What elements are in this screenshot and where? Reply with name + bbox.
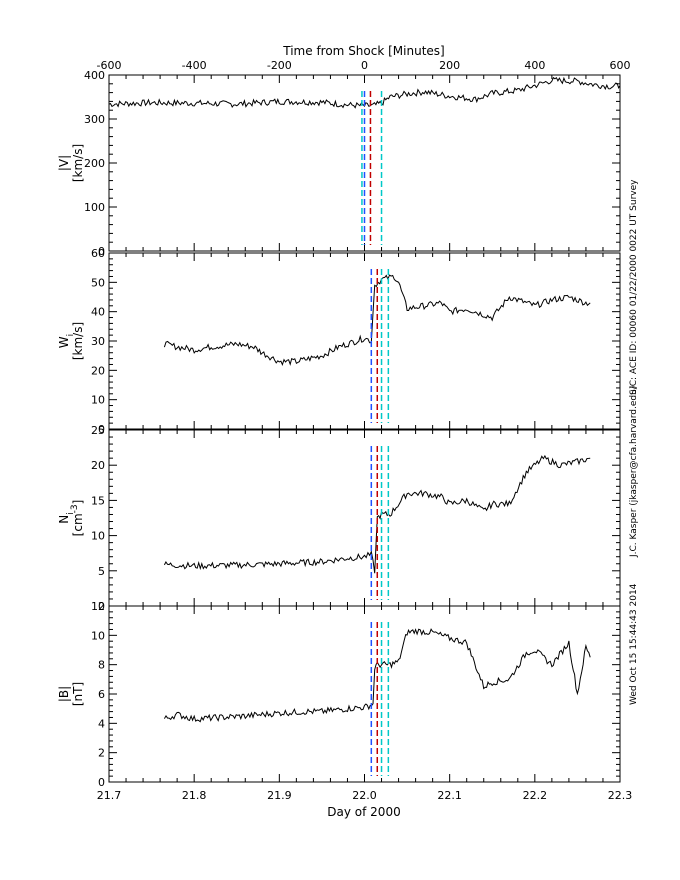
- bottom-axis-tick-label: 21.9: [267, 789, 292, 802]
- panel-1: 0 100 200 300 400 |V| [km/s]: [57, 69, 621, 258]
- y-axis-title-symbol: N: [57, 515, 71, 524]
- y-axis-title-symbol: |V|: [57, 155, 71, 171]
- y-axis-title-symbol: W: [57, 336, 71, 348]
- y-tick-label: 100: [84, 201, 105, 214]
- data-trace: [163, 274, 591, 366]
- y-tick-label: 60: [91, 247, 105, 260]
- y-axis-title-2: Wi[km/s]: [57, 322, 85, 360]
- y-tick-label: 0: [98, 245, 105, 258]
- y-axis-title-line2: [km/s]: [71, 144, 85, 182]
- y-tick-label: 10: [91, 629, 105, 642]
- y-tick-label: 15: [91, 494, 105, 507]
- y-axis-title-symbol: |B|: [57, 686, 71, 702]
- y-axis-title-units: [km/s]: [71, 322, 85, 360]
- data-trace: [163, 454, 591, 574]
- y-axis-title-line2: [km/s]: [71, 322, 85, 360]
- credit-spacecraft: S/C: ACE ID: 00060 01/22/2000 0022 UT Su…: [629, 179, 639, 395]
- y-axis-title-units: [km/s]: [71, 144, 85, 182]
- top-axis-tick-label: 200: [439, 59, 460, 72]
- y-tick-label: 0: [98, 776, 105, 789]
- credits-group: Wed Oct 15 15:44:43 2014 J.C. Kasper (jk…: [629, 179, 639, 705]
- y-axis-title-units: [nT]: [71, 682, 85, 706]
- y-tick-label: 4: [98, 717, 105, 730]
- y-axis-title-line2: [cm-3]: [70, 500, 85, 537]
- y-tick-label: 6: [98, 688, 105, 701]
- y-axis-title-4: |B| [nT]: [57, 682, 85, 706]
- y-tick-label: 50: [91, 276, 105, 289]
- y-axis-title-line1: Ni: [57, 512, 76, 524]
- top-axis-tick-label: 600: [610, 59, 631, 72]
- credit-timestamp: Wed Oct 15 15:44:43 2014: [629, 583, 639, 705]
- y-tick-label: 20: [91, 459, 105, 472]
- top-axis-tick-label: 400: [524, 59, 545, 72]
- credit-author: J.C. Kasper (jkasper@cfa.harvard.edu): [629, 386, 639, 558]
- y-tick-label: 30: [91, 335, 105, 348]
- y-axis-title-units: [cm: [71, 513, 85, 536]
- top-axis-tick-label: 0: [361, 59, 368, 72]
- y-axis-title-subscript: i: [66, 334, 76, 337]
- y-axis-title-subscript: i: [66, 512, 76, 515]
- y-axis-title-line1: |V|: [57, 155, 71, 171]
- panel-4: 0 2 4 6 8 10 12 |B| [nT]: [57, 600, 621, 789]
- y-tick-label: 200: [84, 157, 105, 170]
- bottom-axis-tick-label: 22.2: [523, 789, 548, 802]
- y-tick-label: 10: [91, 530, 105, 543]
- y-axis-title-line2: [nT]: [71, 682, 85, 706]
- bottom-axis-tick-label: 22.3: [608, 789, 633, 802]
- bottom-axis-tick-label: 21.7: [97, 789, 122, 802]
- y-tick-label: 8: [98, 659, 105, 672]
- y-tick-label: 5: [98, 565, 105, 578]
- y-tick-label: 0: [98, 600, 105, 613]
- panel-frame: [108, 252, 621, 430]
- bottom-axis-tick-label: 22.0: [352, 789, 377, 802]
- y-tick-label: 25: [91, 424, 105, 437]
- y-axis-title-1: |V| [km/s]: [57, 144, 85, 182]
- y-tick-label: 20: [91, 364, 105, 377]
- y-tick-label: 2: [98, 747, 105, 760]
- y-tick-label: 10: [91, 394, 105, 407]
- bottom-axis-tick-label: 21.8: [182, 789, 207, 802]
- y-tick-label: 400: [84, 69, 105, 82]
- top-axis-tick-label: -400: [182, 59, 207, 72]
- y-axis-title-3: Ni[cm-3]: [57, 500, 85, 537]
- top-axis-title: Time from Shock [Minutes]: [282, 44, 444, 58]
- panel-frame: [108, 429, 621, 607]
- bottom-axis-tick-label: 22.1: [437, 789, 462, 802]
- y-tick-label: 300: [84, 113, 105, 126]
- panel-2: 0 10 20 30 40 50 60 Wi[km/s]: [57, 247, 621, 436]
- y-axis-title-close: ]: [71, 500, 85, 505]
- y-tick-label: 0: [98, 423, 105, 436]
- panel-frame: [108, 605, 621, 783]
- y-axis-title-line1: Wi: [57, 334, 76, 348]
- y-tick-label: 40: [91, 306, 105, 319]
- y-axis-title-line1: |B|: [57, 686, 71, 702]
- bottom-axis-title: Day of 2000: [327, 805, 400, 819]
- y-axis-title-superscript: -3: [70, 504, 80, 513]
- top-axis-tick-label: -200: [267, 59, 292, 72]
- top-axis-tick-label: -600: [97, 59, 122, 72]
- y-tick-label: 12: [91, 600, 105, 613]
- panel-3: 0 5 10 15 20 25 Ni[cm-3]: [57, 424, 621, 613]
